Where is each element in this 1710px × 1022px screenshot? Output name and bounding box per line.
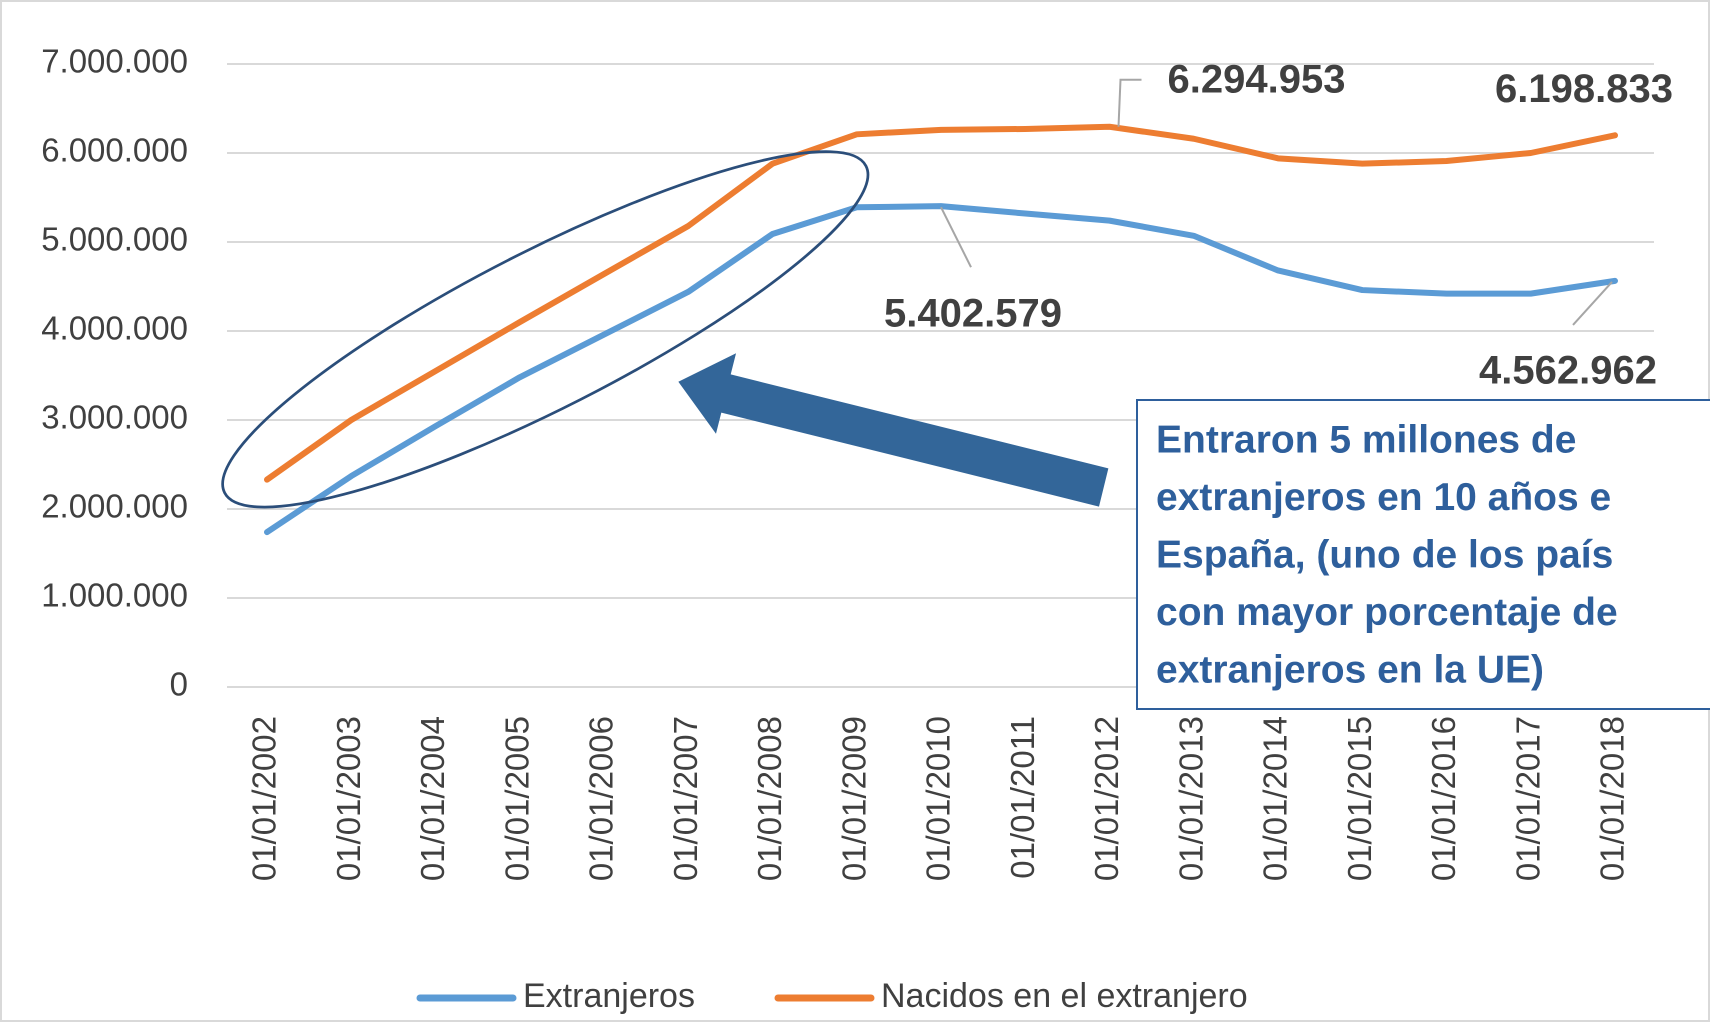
x-tick-label: 01/01/2003 — [330, 716, 367, 881]
x-tick-label: 01/01/2012 — [1088, 716, 1125, 881]
legend: Extranjeros Nacidos en el extranjero — [416, 977, 1248, 1015]
y-tick-label: 3.000.000 — [41, 399, 188, 436]
x-tick-label: 01/01/2018 — [1594, 716, 1631, 881]
leader-line — [940, 206, 972, 268]
y-tick-label: 6.000.000 — [41, 132, 188, 169]
annotation-text: con mayor porcentaje de — [1156, 591, 1618, 634]
x-tick-label: 01/01/2004 — [414, 716, 451, 881]
x-tick-label: 01/01/2006 — [583, 716, 620, 881]
y-tick-label: 7.000.000 — [41, 43, 188, 80]
y-tick-label: 0 — [170, 666, 188, 703]
annotation: Entraron 5 millones de extranjeros en 10 … — [1156, 418, 1618, 691]
x-tick-label: 01/01/2011 — [1004, 716, 1041, 879]
y-tick-label: 4.000.000 — [41, 310, 188, 347]
series-line — [264, 203, 1618, 536]
legend-label: Extranjeros — [523, 977, 695, 1015]
plot — [264, 123, 1618, 536]
x-tick-label: 01/01/2017 — [1509, 716, 1546, 881]
x-tick-label: 01/01/2010 — [920, 716, 957, 881]
x-tick-label: 01/01/2008 — [751, 716, 788, 881]
annotation-text: España, (uno de los país — [1156, 533, 1613, 576]
data-label: 6.198.833 — [1495, 67, 1673, 111]
annotation-box — [1136, 399, 1710, 710]
leader-line — [1117, 78, 1142, 127]
y-tick-label: 5.000.000 — [41, 221, 188, 258]
data-label: 5.402.579 — [884, 292, 1062, 336]
x-tick-label: 01/01/2009 — [835, 716, 872, 881]
x-tick-label: 01/01/2015 — [1341, 716, 1378, 881]
x-tick-label: 01/01/2013 — [1172, 716, 1209, 881]
data-label: 6.294.953 — [1168, 57, 1346, 101]
series-line — [264, 123, 1618, 483]
x-tick-label: 01/01/2007 — [667, 716, 704, 881]
y-tick-label: 2.000.000 — [41, 488, 188, 525]
decorations — [221, 150, 1109, 509]
arrow — [678, 353, 1109, 507]
annotation-text: extranjeros en 10 años e — [1156, 476, 1611, 519]
leader-line — [1572, 281, 1613, 326]
highlight-ellipse — [221, 150, 870, 509]
x-tick-label: 01/01/2005 — [498, 716, 535, 881]
labels: 0 1.000.000 2.000.000 3.000.000 4.000.000 5.0… — [41, 43, 1673, 881]
annotation-text: Entraron 5 millones de — [1156, 418, 1576, 461]
legend-label: Nacidos en el extranjero — [881, 977, 1248, 1015]
x-tick-label: 01/01/2016 — [1425, 716, 1462, 881]
x-tick-label: 01/01/2014 — [1257, 716, 1294, 881]
annotation-text: extranjeros en la UE) — [1156, 648, 1544, 691]
data-label: 4.562.962 — [1479, 348, 1657, 392]
y-tick-label: 1.000.000 — [41, 577, 188, 614]
x-tick-label: 01/01/2002 — [246, 716, 283, 881]
